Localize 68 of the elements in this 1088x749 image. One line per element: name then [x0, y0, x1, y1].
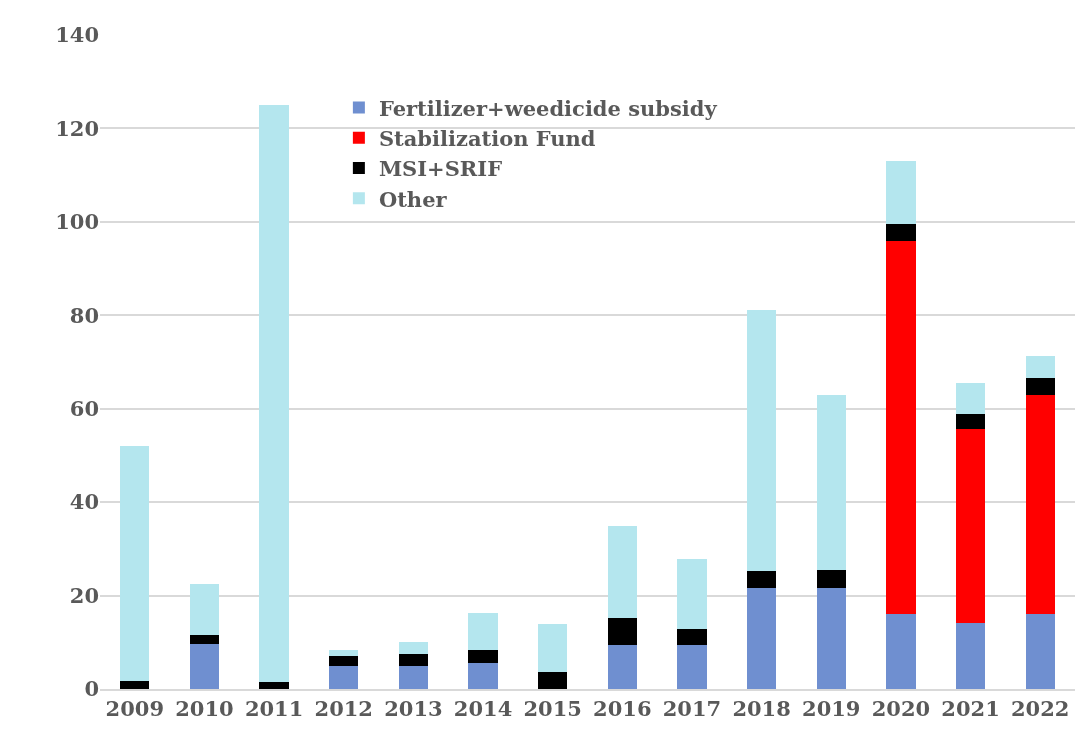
bar [816, 587, 846, 689]
y-tick-label: 120 [55, 115, 99, 141]
bar [468, 613, 498, 650]
x-tick-label: 2018 [732, 696, 791, 722]
bar [398, 653, 429, 667]
bar [398, 666, 429, 689]
bar [955, 429, 986, 623]
y-tick-label: 80 [69, 302, 99, 328]
x-tick-label: 2019 [802, 696, 861, 722]
y-tick-label: 20 [69, 582, 99, 608]
y-tick-label: 100 [55, 209, 99, 235]
legend-label: Stabilization Fund [378, 125, 596, 151]
bar [468, 649, 498, 663]
bar [1025, 378, 1055, 396]
bar [677, 628, 707, 645]
bar [398, 642, 429, 654]
bar [886, 161, 916, 224]
bar [329, 655, 359, 666]
y-tick-label: 60 [69, 396, 99, 422]
bar [746, 570, 777, 588]
x-tick-label: 2015 [523, 696, 582, 722]
bar [538, 671, 568, 689]
bar [259, 681, 289, 689]
bar [886, 241, 916, 615]
bar [1025, 356, 1055, 379]
bar [189, 634, 220, 644]
x-tick-label: 2013 [384, 696, 443, 722]
x-tick-label: 2009 [105, 696, 165, 722]
bar [886, 223, 916, 242]
x-tick-label: 2010 [175, 696, 234, 722]
bar [955, 413, 986, 430]
x-tick-label: 2014 [453, 696, 513, 722]
bar [955, 383, 986, 414]
bar [329, 665, 359, 689]
bar [468, 662, 498, 689]
x-tick-label: 2012 [314, 696, 373, 722]
y-tick-label: 140 [55, 22, 99, 48]
y-tick-label: 40 [69, 489, 99, 515]
bar [746, 310, 777, 571]
bar [607, 644, 637, 689]
bar [189, 643, 220, 689]
x-tick-label: 2022 [1010, 696, 1070, 722]
bar [1025, 395, 1055, 615]
bar [816, 394, 846, 570]
bar [677, 644, 707, 689]
x-tick-label: 2011 [244, 696, 304, 722]
x-tick-label: 2021 [941, 696, 1000, 722]
legend-label: Other [378, 186, 448, 212]
bar [329, 650, 359, 656]
legend-label: MSI+SRIF [378, 156, 503, 182]
bar [189, 584, 220, 635]
bar [955, 622, 986, 689]
bar [607, 617, 637, 645]
bar [120, 681, 150, 689]
bar [886, 614, 916, 689]
bar [746, 587, 777, 689]
bar [259, 105, 289, 682]
bar [816, 569, 846, 588]
bar [607, 525, 637, 618]
bar [120, 446, 150, 682]
x-tick-label: 2016 [593, 696, 652, 722]
legend-label: Fertilizer+weedicide subsidy [378, 95, 718, 121]
bar [677, 559, 707, 629]
bar [1025, 614, 1055, 689]
y-tick-label: 0 [84, 676, 99, 702]
bar [538, 623, 568, 672]
x-tick-label: 2017 [662, 696, 722, 722]
x-tick-label: 2020 [871, 696, 931, 722]
